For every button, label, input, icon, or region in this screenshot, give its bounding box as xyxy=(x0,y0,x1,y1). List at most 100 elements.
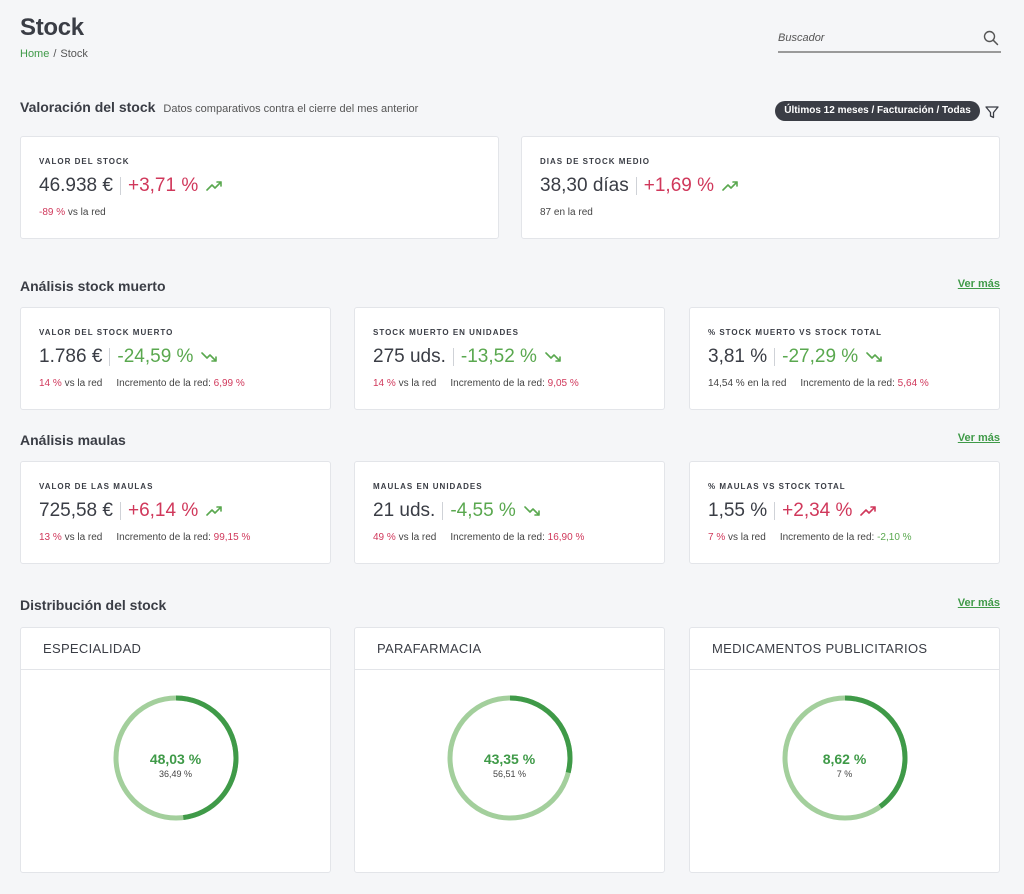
kpi-change: -27,29 % xyxy=(782,346,859,367)
kpi-change: -13,52 % xyxy=(460,346,537,367)
kpi-network-text: vs la red xyxy=(67,207,106,218)
trending-up-icon xyxy=(206,506,223,516)
kpi-value: 1,55 % xyxy=(708,500,768,521)
donut-main-value: 48,03 % xyxy=(149,751,202,767)
kpi-comparison: 13 % vs la red Incremento de la red: 99,1… xyxy=(39,532,250,543)
kpi-label: MAULAS EN UNIDADES xyxy=(373,482,483,491)
kpi-comparison: 14 % vs la red Incremento de la red: 6,99… xyxy=(39,378,245,389)
section-title: Distribución del stock xyxy=(20,597,167,613)
kpi-main-row: 46.938 € +3,71 % xyxy=(39,175,224,197)
kpi-main-row: 275 uds. -13,52 % xyxy=(373,346,563,368)
filter-icon[interactable] xyxy=(984,104,1000,120)
kpi-network-text: vs la red xyxy=(64,378,103,389)
kpi-value: 46.938 € xyxy=(39,175,113,196)
section-stock-muerto-header: Análisis stock muerto xyxy=(20,278,166,294)
distribution-card-title: PARAFARMACIA xyxy=(355,628,664,670)
kpi-card: % MAULAS VS STOCK TOTAL 1,55 % +2,34 % 7 % … xyxy=(689,461,1000,564)
distribution-card-title: ESPECIALIDAD xyxy=(21,628,330,670)
section-title: Análisis maulas xyxy=(20,432,126,448)
kpi-network-pct: 49 % xyxy=(373,532,396,543)
trending-down-icon xyxy=(866,352,883,362)
kpi-value: 38,30 días xyxy=(540,175,629,196)
kpi-comparison: 14 % vs la red Incremento de la red: 9,05… xyxy=(373,378,579,389)
donut-chart xyxy=(782,695,908,821)
search-icon[interactable] xyxy=(983,30,999,46)
kpi-value: 275 uds. xyxy=(373,346,446,367)
kpi-divider xyxy=(119,177,121,195)
kpi-change: +1,69 % xyxy=(643,175,714,196)
page-title: Stock xyxy=(20,14,84,41)
kpi-network-increment-value: 6,99 % xyxy=(213,378,245,389)
search-input[interactable] xyxy=(778,26,968,50)
kpi-network-increment-label: Incremento de la red: xyxy=(779,532,875,543)
breadcrumb-current: Stock xyxy=(60,48,88,60)
kpi-card: % STOCK MUERTO VS STOCK TOTAL 3,81 % -27,2… xyxy=(689,307,1000,410)
kpi-network-text: vs la red xyxy=(64,532,103,543)
kpi-network-increment-label: Incremento de la red: xyxy=(116,378,211,389)
donut-sub-value: 7 % xyxy=(836,769,853,779)
kpi-main-row: 1.786 € -24,59 % xyxy=(39,346,219,368)
trending-down-icon xyxy=(201,352,218,362)
kpi-network-increment-value: 5,64 % xyxy=(897,378,929,389)
search-box xyxy=(778,26,1001,53)
donut-arc xyxy=(782,695,908,821)
donut-chart xyxy=(447,695,573,821)
kpi-network-increment-label: Incremento de la red: xyxy=(800,378,895,389)
distribution-card: ESPECIALIDAD 48,03 % 36,49 % xyxy=(20,627,331,873)
kpi-card: DIAS DE STOCK MEDIO 38,30 días +1,69 % 87 e… xyxy=(521,136,1000,239)
kpi-network-increment-value: 16,90 % xyxy=(547,532,585,543)
breadcrumb-separator: / xyxy=(53,48,57,60)
kpi-main-row: 3,81 % -27,29 % xyxy=(708,346,884,368)
trending-down-icon xyxy=(524,506,540,516)
kpi-label: DIAS DE STOCK MEDIO xyxy=(540,157,650,166)
kpi-divider xyxy=(119,502,121,520)
kpi-network-text: vs la red xyxy=(398,378,437,389)
donut-main-value: 43,35 % xyxy=(483,751,536,767)
ver-mas-maulas-link[interactable]: Ver más xyxy=(957,432,1000,444)
kpi-network-increment-value: 9,05 % xyxy=(547,378,579,389)
kpi-divider xyxy=(774,348,776,366)
kpi-network-pct: 14 % xyxy=(373,378,396,389)
distribution-card: PARAFARMACIA 43,35 % 56,51 % xyxy=(354,627,665,873)
breadcrumb-home-link[interactable]: Home xyxy=(20,48,50,60)
kpi-value: 21 uds. xyxy=(373,500,436,521)
kpi-change: +6,14 % xyxy=(127,500,199,521)
page-header: Stock Home / Stock xyxy=(20,14,88,60)
donut-sub-value: 56,51 % xyxy=(492,769,527,779)
kpi-network-pct: 13 % xyxy=(39,532,62,543)
ver-mas-stock-muerto-link[interactable]: Ver más xyxy=(957,278,1000,290)
kpi-change: +3,71 % xyxy=(127,175,199,196)
kpi-change: +2,34 % xyxy=(782,500,853,521)
kpi-network-text: 14,54 % en la red xyxy=(708,378,787,389)
kpi-main-row: 725,58 € +6,14 % xyxy=(39,500,224,522)
kpi-card: STOCK MUERTO EN UNIDADES 275 uds. -13,52 %… xyxy=(354,307,665,410)
section-title: Análisis stock muerto xyxy=(20,278,166,294)
kpi-change: -24,59 % xyxy=(117,346,194,367)
kpi-divider xyxy=(442,502,444,520)
ver-mas-distribucion-link[interactable]: Ver más xyxy=(957,597,1000,609)
kpi-network-pct: 14 % xyxy=(39,378,62,389)
section-maulas-header: Análisis maulas xyxy=(20,432,126,448)
kpi-divider xyxy=(452,348,454,366)
kpi-card: VALOR DEL STOCK 46.938 € +3,71 % -89 % vs l… xyxy=(20,136,499,239)
section-title: Valoración del stock xyxy=(20,99,156,115)
kpi-comparison: 14,54 % en la red Incremento de la red: 5… xyxy=(708,378,929,389)
period-filter-pill[interactable]: Últimos 12 meses / Facturación / Todas xyxy=(775,101,980,121)
section-subtitle: Datos comparativos contra el cierre del … xyxy=(163,103,419,115)
kpi-label: % STOCK MUERTO VS STOCK TOTAL xyxy=(708,328,883,337)
distribution-card: MEDICAMENTOS PUBLICITARIOS 8,62 % 7 % xyxy=(689,627,1000,873)
donut-main-value: 8,62 % xyxy=(822,751,867,767)
kpi-label: STOCK MUERTO EN UNIDADES xyxy=(373,328,519,337)
kpi-label: % MAULAS VS STOCK TOTAL xyxy=(708,482,846,491)
kpi-comparison: 49 % vs la red Incremento de la red: 16,9… xyxy=(373,532,584,543)
kpi-card: MAULAS EN UNIDADES 21 uds. -4,55 % 49 % vs … xyxy=(354,461,665,564)
kpi-value: 725,58 € xyxy=(39,500,113,521)
donut-arc xyxy=(447,695,573,821)
donut-chart xyxy=(113,695,239,821)
section-distribucion-header: Distribución del stock xyxy=(20,597,166,613)
kpi-card: VALOR DE LAS MAULAS 725,58 € +6,14 % 13 % v… xyxy=(20,461,331,564)
kpi-network-text: vs la red xyxy=(398,532,437,543)
kpi-network-increment-value: 99,15 % xyxy=(213,532,251,543)
kpi-network-increment-label: Incremento de la red: xyxy=(116,532,211,543)
kpi-comparison: 87 en la red xyxy=(540,207,593,218)
